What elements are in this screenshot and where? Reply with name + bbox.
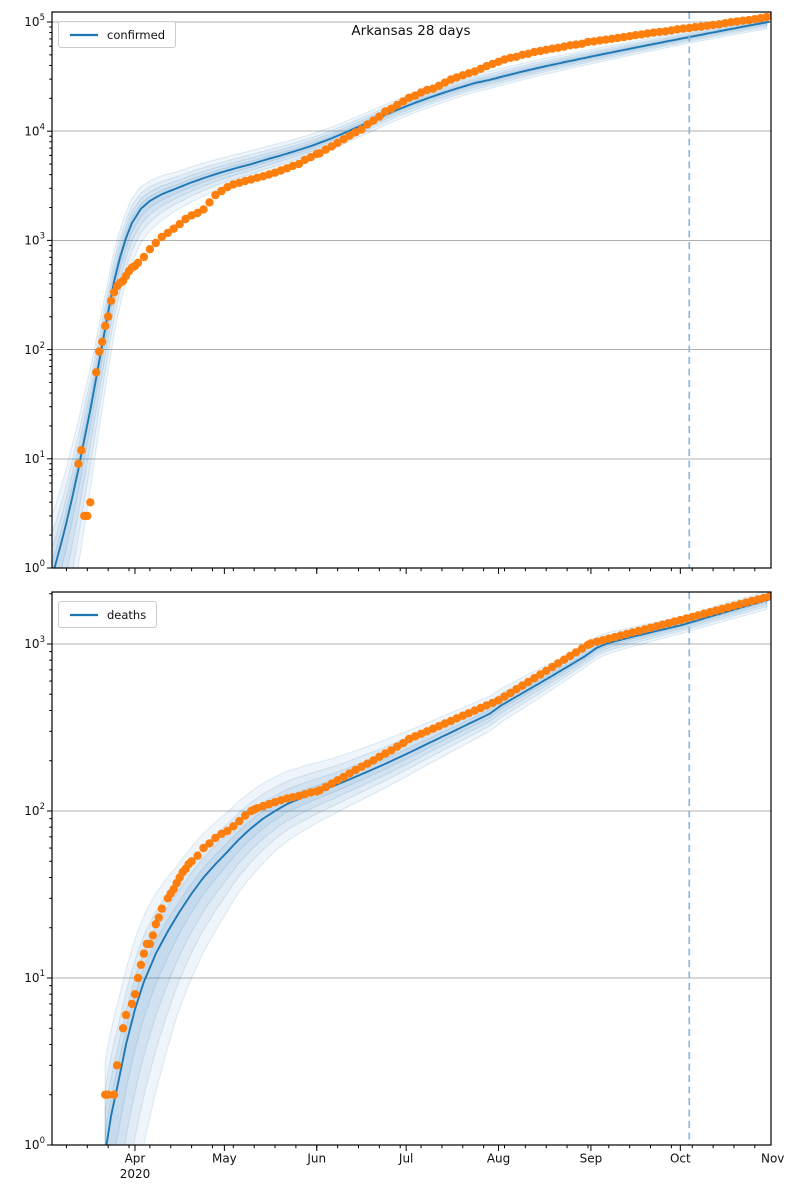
svg-text:105: 105 [24, 13, 45, 29]
legend-deaths-label: deaths [107, 607, 147, 622]
model-line [105, 598, 770, 1145]
svg-text:103: 103 [24, 232, 45, 248]
svg-text:100: 100 [24, 1136, 45, 1152]
year-label: 2020 [120, 1167, 151, 1181]
plot-border [51, 591, 772, 1146]
y-axis-labels: 100 101 102 103 [24, 635, 45, 1152]
svg-text:Nov: Nov [761, 1152, 784, 1166]
svg-text:Jul: Jul [398, 1152, 413, 1166]
svg-text:104: 104 [24, 122, 45, 138]
y-axis-labels: 100 101 102 103 104 105 [24, 13, 45, 575]
x-axis-ticks [65, 1145, 756, 1151]
chart-title: Arkansas 28 days [351, 23, 471, 39]
y-axis-ticks [47, 593, 52, 1146]
svg-text:102: 102 [24, 341, 45, 357]
svg-text:102: 102 [24, 802, 45, 818]
confidence-band [52, 15, 768, 568]
svg-text:101: 101 [24, 450, 45, 466]
confidence-band [104, 592, 768, 1145]
svg-text:Sep: Sep [580, 1152, 603, 1166]
legend-confirmed: confirmed [58, 21, 176, 48]
svg-text:Apr: Apr [125, 1152, 146, 1166]
svg-text:May: May [212, 1152, 237, 1166]
plot-border [51, 11, 772, 569]
gridlines [52, 643, 771, 979]
confirmed-chart: 100 101 102 103 104 105 [24, 11, 772, 575]
legend-deaths: deaths [58, 601, 158, 628]
svg-text:100: 100 [24, 559, 45, 575]
observed-points [101, 592, 771, 1099]
y-axis-ticks [47, 21, 52, 569]
legend-confirmed-label: confirmed [107, 27, 165, 42]
svg-text:Jun: Jun [306, 1152, 326, 1166]
svg-text:Aug: Aug [487, 1152, 510, 1166]
model-line [53, 20, 770, 568]
svg-text:101: 101 [24, 969, 45, 985]
svg-text:Oct: Oct [670, 1152, 691, 1166]
observed-points [74, 12, 771, 521]
legend-line-icon [70, 33, 98, 36]
svg-text:103: 103 [24, 635, 45, 651]
x-axis-ticks [65, 568, 756, 574]
legend-line-icon [70, 613, 98, 616]
